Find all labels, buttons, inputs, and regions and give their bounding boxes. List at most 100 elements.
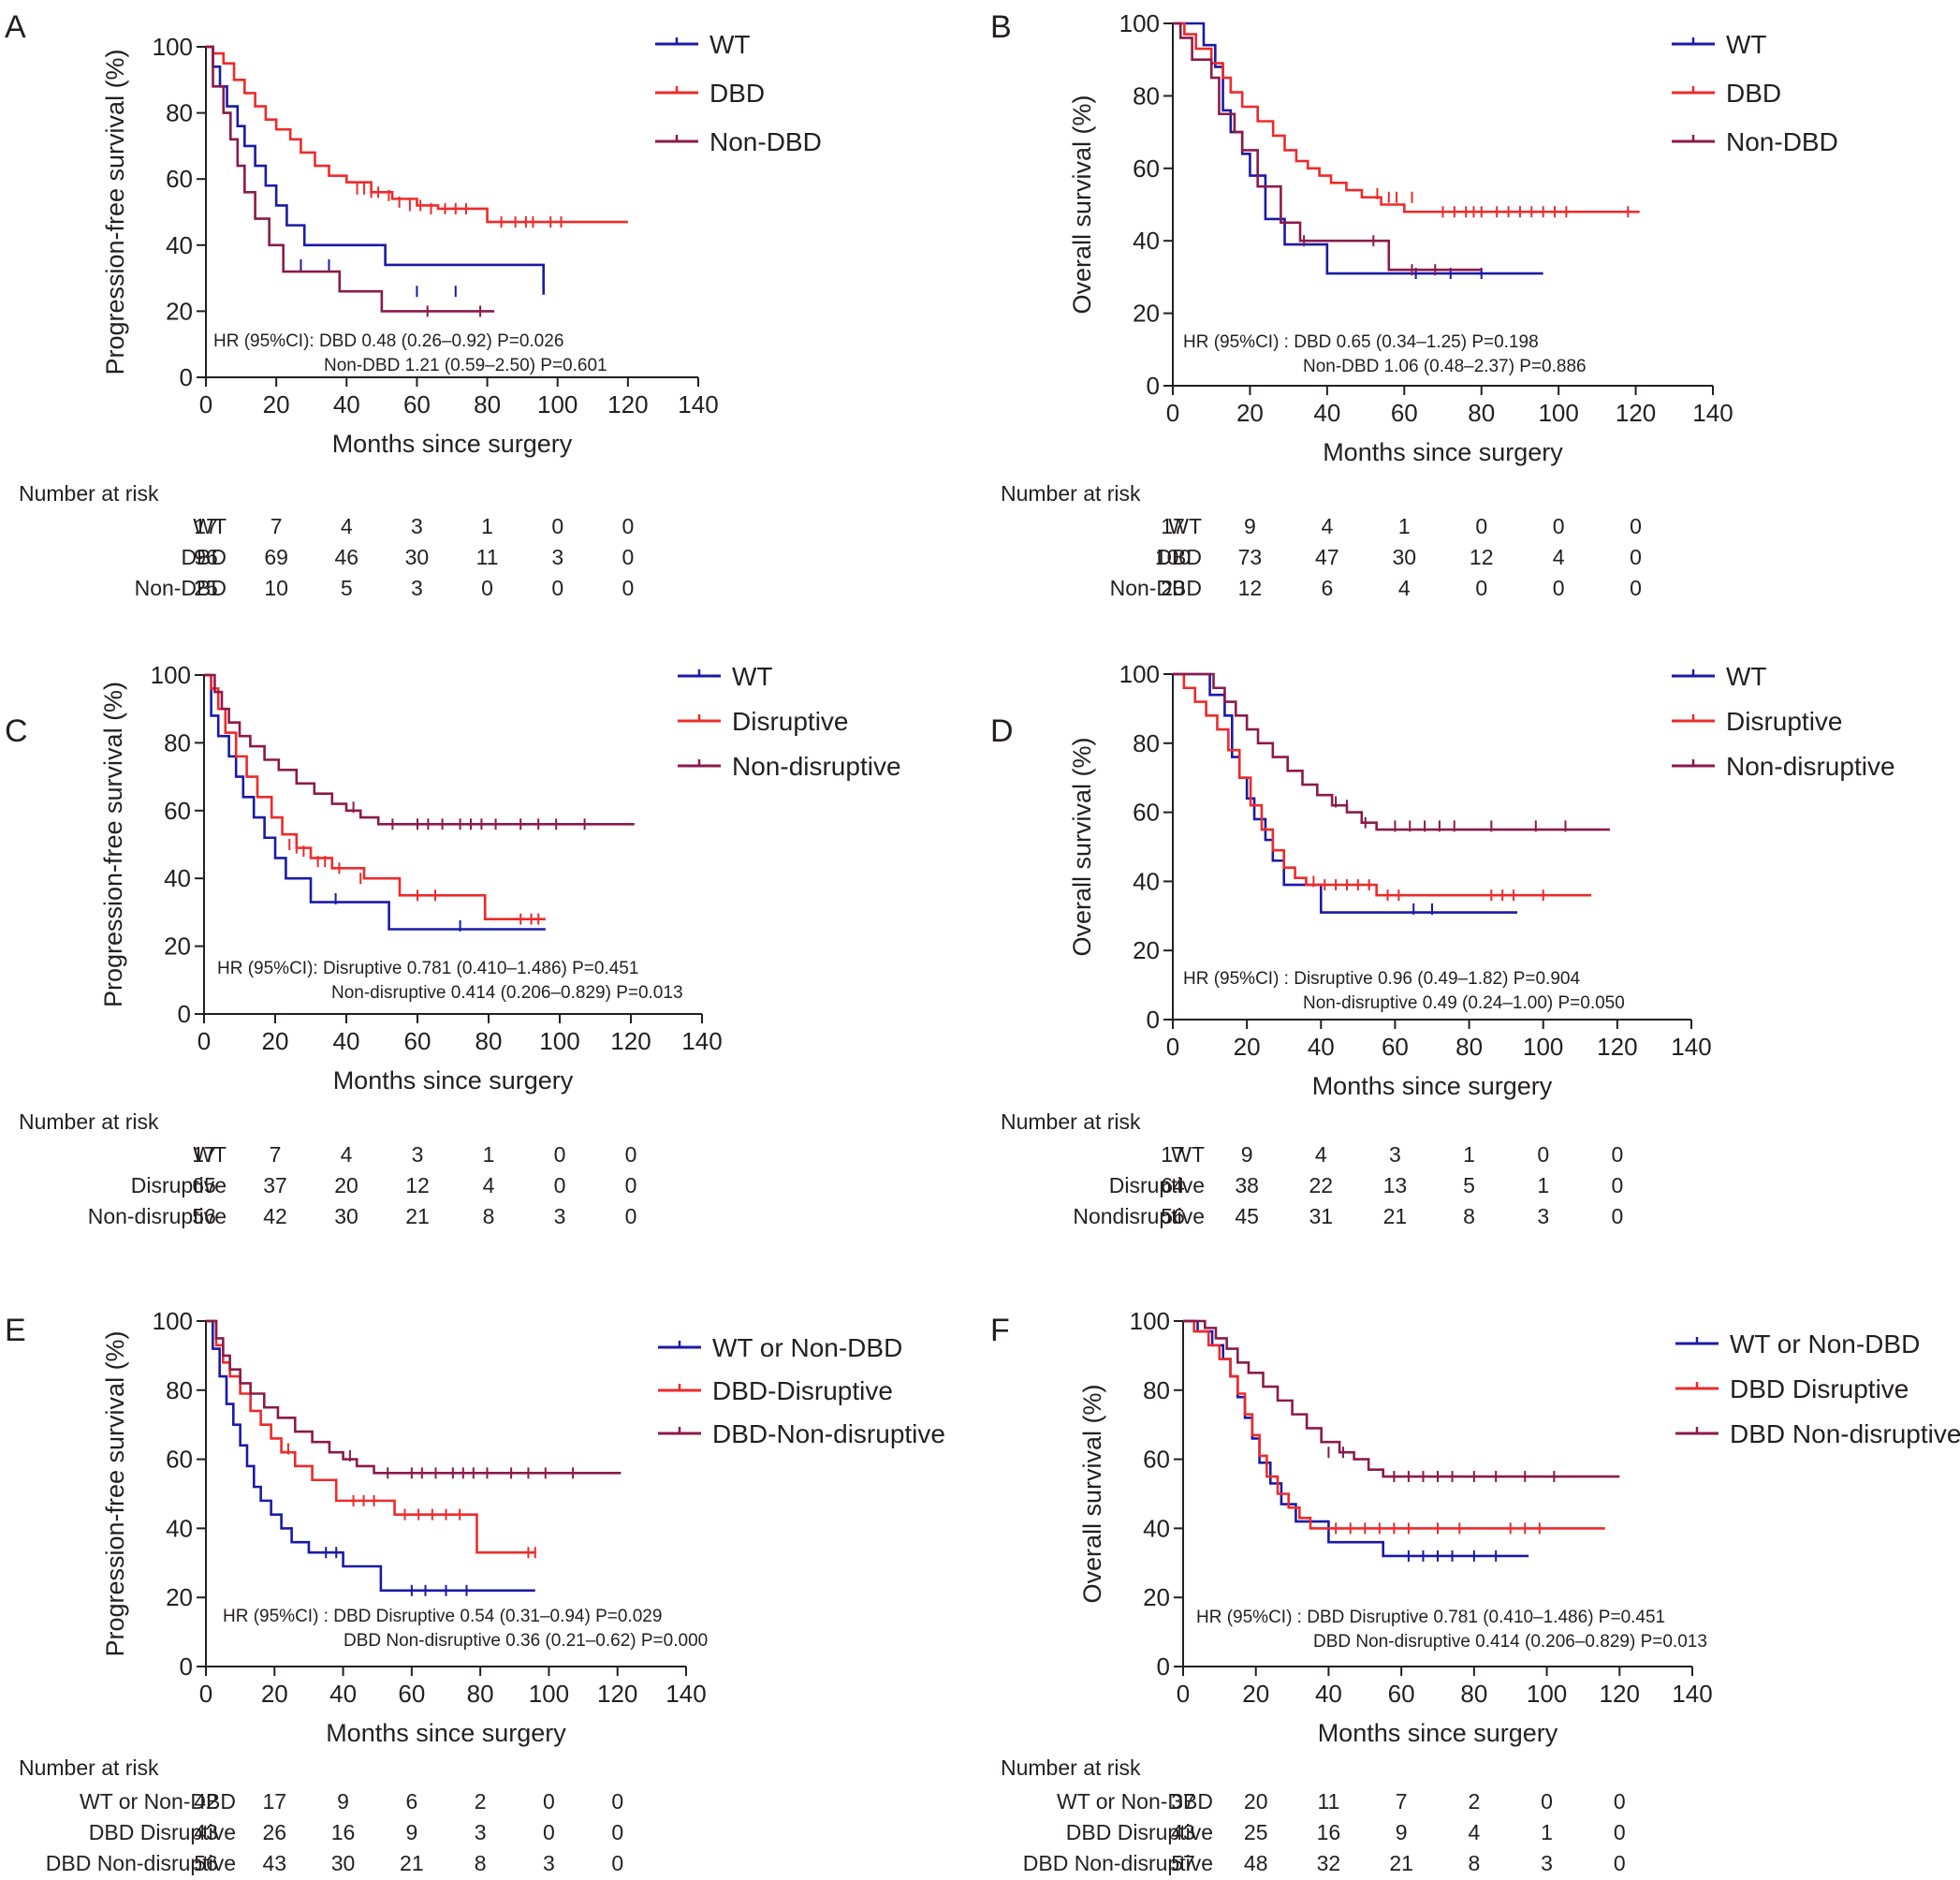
y-tick-label: 100 [1119,9,1160,37]
risk-value: 26 [262,1820,286,1844]
panel-label: D [990,713,1014,749]
risk-value: 21 [400,1851,424,1875]
risk-value: 0 [1614,1820,1626,1844]
risk-value: 3 [1537,1204,1549,1228]
legend-label: DBD Disruptive [1730,1374,1909,1403]
series-disruptive [1173,672,1592,902]
y-tick-label: 20 [1133,300,1160,328]
survival-curve-non-disruptive [1173,672,1610,831]
x-tick-label: 0 [199,390,212,419]
legend-label: Non-disruptive [1726,752,1895,781]
risk-row-label: Non-DBD [135,576,227,600]
risk-value: 46 [334,545,358,569]
hr-annotation-line-1: HR (95%CI) : DBD Disruptive 0.781 (0.410… [1196,1608,1665,1627]
risk-value: 20 [334,1173,358,1197]
risk-row-label: WT [1171,1142,1205,1167]
x-tick-label: 0 [197,1027,211,1055]
x-tick-label: 0 [199,1680,212,1708]
risk-value: 3 [551,545,563,569]
x-tick-label: 0 [1166,399,1179,427]
risk-value: 56 [1161,1204,1185,1228]
y-tick-label: 100 [1119,660,1160,688]
x-tick-label: 120 [1616,399,1656,427]
risk-value: 17 [1161,514,1185,538]
risk-value: 0 [611,1820,623,1844]
legend-label: Disruptive [1726,707,1842,736]
survival-curve-wt-or-non-dbd [206,1319,535,1593]
x-tick-label: 20 [1234,1033,1261,1061]
y-tick-label: 40 [1133,227,1160,255]
y-tick-label: 0 [180,1652,193,1681]
risk-row-label: WT or Non-DBD [1057,1789,1213,1814]
y-tick-label: 60 [1133,154,1160,183]
legend-label: WT [1726,662,1767,691]
legend-label: WT or Non-DBD [1730,1329,1920,1359]
risk-value: 37 [1171,1789,1195,1814]
risk-value: 17 [194,514,218,538]
x-tick-label: 60 [403,390,431,419]
risk-value: 5 [341,576,353,600]
risk-row-label: WT or Non-DBD [80,1789,236,1814]
risk-row-label: Disruptive [131,1173,227,1197]
risk-value: 0 [1611,1204,1623,1228]
risk-value: 69 [264,545,288,569]
risk-value: 0 [1553,514,1565,538]
hr-annotation-line-1: HR (95%CI): DBD 0.48 (0.26–0.92) P=0.026 [213,331,563,351]
risk-value: 4 [1468,1820,1480,1844]
y-tick-label: 0 [1147,372,1160,400]
risk-value: 0 [481,576,493,600]
risk-value: 11 [476,545,499,569]
risk-value: 17 [1161,1142,1185,1167]
series-wt-or-non-dbd [206,1319,535,1596]
risk-value: 6 [1321,576,1333,600]
x-tick-label: 80 [467,1680,494,1708]
risk-value: 1 [481,514,493,538]
hr-annotation-line-2: Non-disruptive 0.414 (0.206–0.829) P=0.0… [331,983,683,1003]
risk-value: 0 [622,576,634,600]
risk-value: 0 [1614,1851,1626,1875]
risk-value: 9 [1241,1142,1253,1167]
series-dbd-non-disruptive [1183,1319,1620,1483]
risk-value: 0 [611,1789,623,1814]
risk-value: 48 [1244,1851,1268,1875]
risk-value: 3 [475,1820,487,1844]
risk-value: 0 [543,1789,555,1814]
survival-curve-dbd [206,45,628,224]
hr-annotation-line-1: HR (95%CI): Disruptive 0.781 (0.410–1.48… [217,959,638,978]
risk-value: 43 [262,1851,286,1875]
x-tick-label: 60 [1391,399,1418,427]
y-tick-label: 20 [164,933,191,961]
risk-value: 20 [1161,576,1185,600]
y-tick-label: 0 [1157,1652,1170,1681]
x-axis-title: Months since surgery [1323,438,1563,466]
risk-table-title: Number at risk [19,1109,159,1134]
x-tick-label: 20 [263,390,290,419]
risk-row-label: WT [1168,514,1202,538]
x-axis-title: Months since surgery [1312,1072,1553,1100]
panel-label: B [990,9,1012,45]
risk-value: 0 [611,1851,623,1875]
risk-value: 17 [262,1789,286,1814]
risk-value: 12 [1238,576,1263,600]
risk-value: 6 [405,1789,417,1814]
survival-curve-non-dbd [206,45,495,313]
risk-value: 0 [1611,1173,1623,1197]
risk-value: 65 [192,1173,216,1197]
y-tick-label: 60 [166,165,193,193]
hr-annotation-line-1: HR (95%CI) : DBD Disruptive 0.54 (0.31–0… [223,1607,662,1626]
y-tick-label: 80 [1133,81,1160,110]
y-axis-title: Progression-free survival (%) [101,49,129,375]
survival-curve-dbd-non-disruptive [1183,1319,1620,1478]
risk-value: 3 [411,576,423,600]
y-tick-label: 100 [153,33,193,61]
risk-row-label: Disruptive [1109,1173,1205,1197]
y-axis-title: Progression-free survival (%) [101,1330,129,1656]
risk-value: 25 [1244,1820,1268,1844]
risk-value: 3 [411,514,423,538]
risk-value: 0 [1630,576,1642,600]
series-dbd-disruptive [206,1319,536,1559]
y-tick-label: 100 [1130,1307,1170,1335]
risk-value: 0 [625,1142,637,1167]
y-tick-label: 60 [164,797,191,825]
risk-value: 32 [1317,1851,1341,1875]
